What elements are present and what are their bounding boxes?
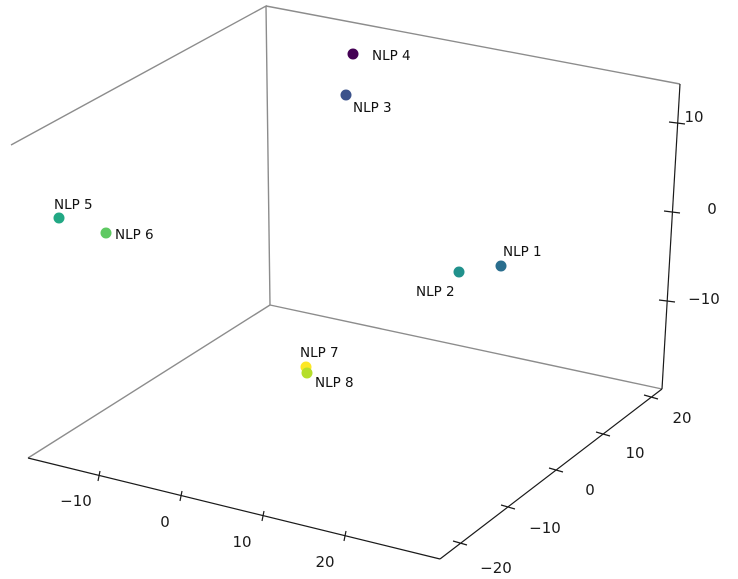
z-axis-line — [661, 83, 681, 390]
y-tick-label: 10 — [625, 444, 644, 462]
y-tick-label: 0 — [585, 481, 595, 499]
y-axis-ticks: −20 −10 0 10 20 — [452, 394, 692, 577]
x-tick-label: 10 — [232, 533, 251, 551]
data-point-label: NLP 8 — [315, 375, 354, 391]
floor-left-edge — [27, 304, 271, 459]
back-left-pane-edge — [10, 4, 271, 306]
y-tick-label: −20 — [480, 559, 512, 577]
y-tick-label: −10 — [529, 519, 561, 537]
y-axis-line — [439, 388, 663, 560]
x-tick-label: −10 — [60, 492, 92, 510]
y-tick-label: 20 — [672, 409, 691, 427]
data-point-label: NLP 3 — [353, 100, 392, 116]
x-tick-mark — [261, 510, 265, 522]
data-point-marker — [495, 260, 507, 272]
y-tick-mark — [452, 540, 468, 546]
x-tick-mark — [97, 470, 101, 482]
data-point-marker — [53, 212, 65, 224]
y-tick-mark — [643, 394, 659, 400]
y-tick-mark — [500, 504, 516, 510]
x-tick-mark — [179, 490, 183, 502]
chart-panes — [10, 4, 681, 459]
x-tick-label: 20 — [315, 553, 334, 571]
z-tick-mark — [663, 210, 681, 214]
data-point-label: NLP 2 — [416, 284, 455, 300]
y-tick-mark — [595, 431, 611, 437]
x-axis-ticks: −10 0 10 20 — [60, 470, 347, 571]
floor-back-edge — [269, 304, 663, 390]
data-point-label: NLP 5 — [54, 197, 93, 213]
z-tick-label: 10 — [684, 108, 703, 126]
back-right-pane-edge — [265, 5, 681, 85]
y-tick-mark — [548, 467, 564, 473]
data-point-marker — [301, 367, 313, 379]
z-tick-mark — [658, 299, 676, 303]
x-axis-line — [27, 457, 441, 560]
x-tick-mark — [343, 530, 347, 542]
z-tick-label: 0 — [707, 200, 717, 218]
z-axis-ticks: −10 0 10 — [658, 108, 720, 308]
z-tick-mark — [668, 121, 686, 125]
data-point-label: NLP 7 — [300, 345, 339, 361]
x-tick-label: 0 — [160, 513, 170, 531]
scatter-points: NLP 1 NLP 2 NLP 3 NLP 4 NLP 5 NLP 6 NLP 7 NLP 8 — [53, 48, 542, 391]
data-point-marker — [347, 48, 359, 60]
data-point-marker — [453, 266, 465, 278]
data-point-label: NLP 1 — [503, 244, 542, 260]
data-point-label: NLP 4 — [372, 48, 411, 64]
data-point-label: NLP 6 — [115, 227, 154, 243]
data-point-marker — [340, 89, 352, 101]
data-point-marker — [100, 227, 112, 239]
z-tick-label: −10 — [688, 290, 720, 308]
chart-axes — [27, 83, 681, 560]
